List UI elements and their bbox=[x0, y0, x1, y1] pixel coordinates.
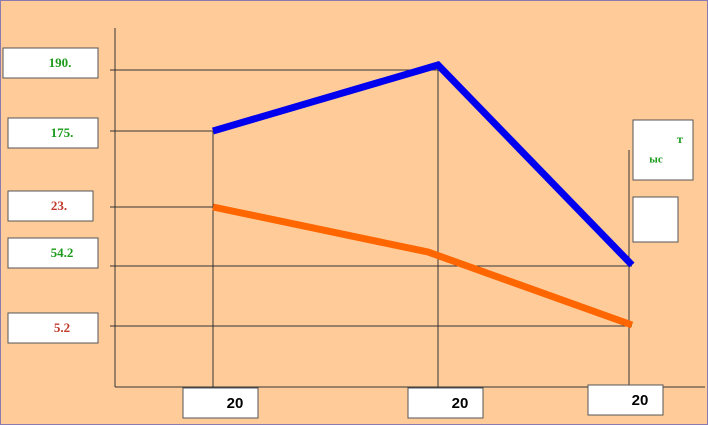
value-box bbox=[7, 312, 99, 344]
value-label: 190. bbox=[49, 55, 72, 70]
orange-line bbox=[212, 203, 634, 329]
value-label: 5.2 bbox=[54, 320, 70, 335]
value-box bbox=[7, 190, 94, 222]
side-box bbox=[632, 119, 694, 181]
x-label-box bbox=[182, 387, 259, 419]
value-box bbox=[7, 237, 99, 269]
blue-line bbox=[212, 61, 635, 268]
value-label: 54.2 bbox=[51, 245, 74, 260]
axes bbox=[110, 28, 705, 388]
x-label: 20 bbox=[632, 392, 649, 409]
value-box bbox=[2, 47, 99, 79]
x-label-box bbox=[407, 387, 484, 419]
x-label: 20 bbox=[452, 395, 469, 412]
x-label-box bbox=[587, 384, 664, 416]
side-box bbox=[632, 196, 679, 243]
value-box bbox=[7, 117, 99, 149]
x-label: 20 bbox=[227, 395, 244, 412]
side-label: ыс bbox=[649, 154, 663, 166]
value-label: 23. bbox=[51, 198, 67, 213]
side-label: т bbox=[677, 132, 683, 146]
value-label: 175. bbox=[51, 125, 74, 140]
